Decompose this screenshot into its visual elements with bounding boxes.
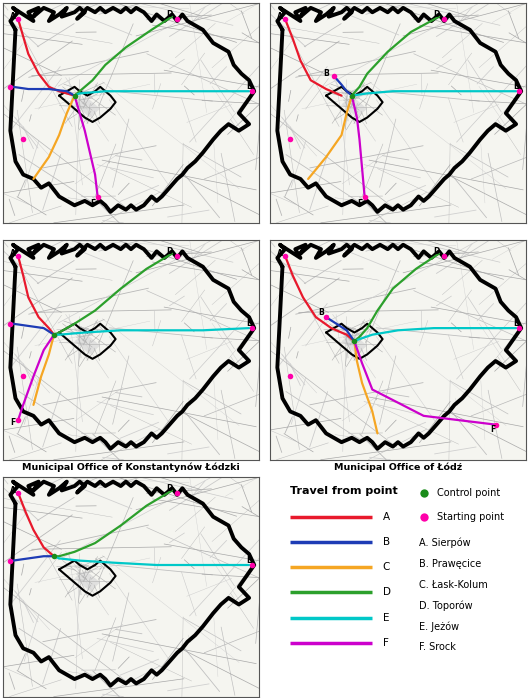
- Text: Travel from point: Travel from point: [290, 486, 398, 496]
- Text: F: F: [10, 418, 15, 427]
- Text: D: D: [166, 10, 172, 19]
- Text: E. Jeżów: E. Jeżów: [418, 621, 459, 632]
- Text: A. Sierpów: A. Sierpów: [418, 538, 470, 549]
- Text: F: F: [490, 424, 496, 433]
- Text: A: A: [10, 249, 16, 258]
- Text: D: D: [166, 247, 172, 256]
- Text: F. Srock: F. Srock: [418, 642, 455, 652]
- Text: E: E: [514, 82, 519, 91]
- Text: E: E: [247, 82, 252, 91]
- Text: D: D: [166, 484, 172, 493]
- Text: A: A: [277, 12, 283, 21]
- Text: A: A: [382, 512, 390, 521]
- Text: E: E: [514, 319, 519, 328]
- Text: B: B: [318, 309, 324, 318]
- X-axis label: Municipal Office of Konstantynów Łódzki: Municipal Office of Konstantynów Łódzki: [22, 463, 240, 472]
- Text: D. Toporów: D. Toporów: [418, 600, 472, 611]
- Text: F: F: [90, 199, 95, 207]
- Text: B. Prawęcice: B. Prawęcice: [418, 559, 481, 569]
- Text: B: B: [382, 537, 390, 547]
- Text: C: C: [382, 562, 390, 572]
- Polygon shape: [342, 335, 367, 355]
- Text: E: E: [382, 613, 389, 623]
- Text: E: E: [247, 319, 252, 328]
- Text: Starting point: Starting point: [436, 512, 504, 521]
- Text: Control point: Control point: [436, 488, 500, 498]
- Text: A: A: [10, 486, 16, 495]
- Text: D: D: [433, 10, 440, 19]
- Text: A: A: [277, 249, 283, 258]
- Text: C. Łask-Kolum: C. Łask-Kolum: [418, 580, 487, 590]
- Text: F: F: [382, 638, 388, 648]
- Text: F: F: [357, 199, 362, 207]
- Text: B: B: [323, 69, 329, 78]
- Polygon shape: [342, 98, 367, 117]
- Text: E: E: [247, 556, 252, 565]
- Text: D: D: [433, 247, 440, 256]
- Polygon shape: [75, 98, 100, 117]
- Text: D: D: [382, 588, 390, 597]
- X-axis label: Municipal Office of Łódź: Municipal Office of Łódź: [334, 463, 462, 472]
- Text: A: A: [10, 12, 16, 21]
- Polygon shape: [75, 572, 100, 591]
- Polygon shape: [75, 335, 100, 355]
